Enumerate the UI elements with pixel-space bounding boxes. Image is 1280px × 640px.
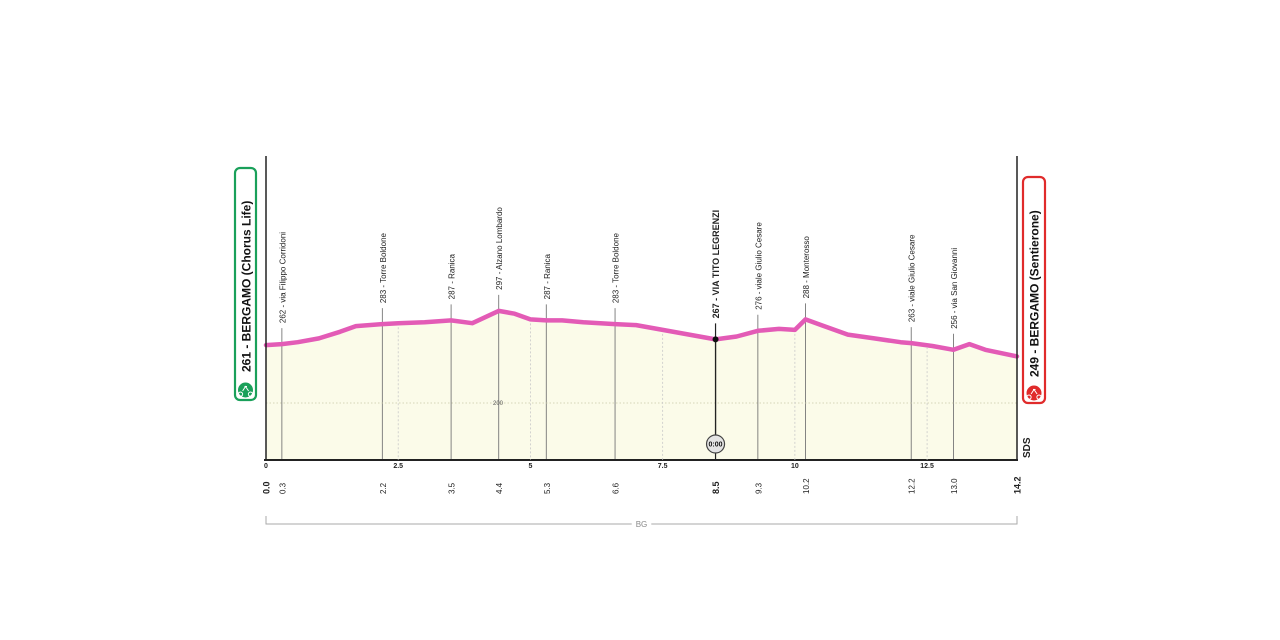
km-label: 4.4 [495,482,504,494]
elevation-reference-label: 200 [493,401,504,407]
waypoint-label: 276 - viale Giulio Cesare [754,222,763,310]
waypoint-label: 262 - via Filippo Corridoni [278,232,287,323]
waypoint-label: 283 - Torre Boldone [612,232,621,303]
km-label: 13.0 [950,478,959,494]
km-label: 0.0 [262,481,272,494]
waypoint-label: 288 - Monterosso [802,236,811,299]
timecheck-label: 0:00 [709,442,723,449]
distance-tick-label: 0 [264,463,268,470]
finish-badge-frame [1021,175,1047,405]
km-labels: 0.0 0.3 2.2 3.5 4.4 5.3 6.6 8.5 9.3 10.2 12.2 13.0 1… [262,476,1023,494]
finish-badge: 249 - BERGAMO (Sentierone) [1021,175,1047,405]
timecheck-marker: 0:00 [705,336,726,454]
km-label: 8.5 [711,481,721,494]
waypoint-label: 283 - Torre Boldone [379,232,388,303]
sds-label: SDS [1022,437,1033,458]
start-badge-frame [233,166,258,402]
waypoint-label: 256 - via San Giovanni [950,248,959,329]
start-badge: 261 - BERGAMO (Chorus Life) [233,166,258,402]
start-label: 261 - BERGAMO (Chorus Life) [240,201,254,372]
finish-label: 249 - BERGAMO (Sentierone) [1028,210,1042,377]
waypoint-label: 297 - Alzano Lombardo [495,207,504,290]
bike-glyph [1026,388,1042,400]
km-label: 3.5 [448,482,457,494]
bike-glyph [237,385,254,397]
km-label: 6.6 [612,482,621,494]
distance-tick-label: 5 [528,463,532,470]
distance-tick-label: 12.5 [920,463,934,470]
timecheck-dot [712,336,719,343]
waypoint-label: 267 - VIA TITO LEGRENZI [711,210,721,319]
waypoint-labels: 262 - via Filippo Corridoni 283 - Torre B… [278,207,959,329]
distance-tick-label: 2.5 [393,463,403,470]
cyclist-icon [237,381,254,399]
profile-area-fill [266,310,1017,460]
province-label-backdrop [631,519,652,527]
km-label: 0.3 [278,482,287,494]
km-label: 5.3 [543,482,552,494]
waypoint-label: 263 - viale Giulio Cesare [908,234,917,322]
km-label: 9.3 [754,482,763,494]
finish-flag-icon [1025,384,1043,402]
distance-tick-label: 7.5 [658,463,668,470]
waypoint-label: 287 - Ranica [543,253,552,299]
distance-tick-label: 10 [791,463,799,470]
km-label: 10.2 [802,478,811,494]
km-label: 2.2 [379,482,388,494]
stopwatch-icon [705,434,726,454]
province-label: BG [636,520,648,529]
waypoint-label: 287 - Ranica [448,253,457,299]
km-label: 12.2 [908,478,917,494]
km-label: 14.2 [1013,476,1023,494]
distance-ticks: 0 2.5 5 7.5 10 12.5 [264,323,934,470]
profile-line [263,308,1020,359]
